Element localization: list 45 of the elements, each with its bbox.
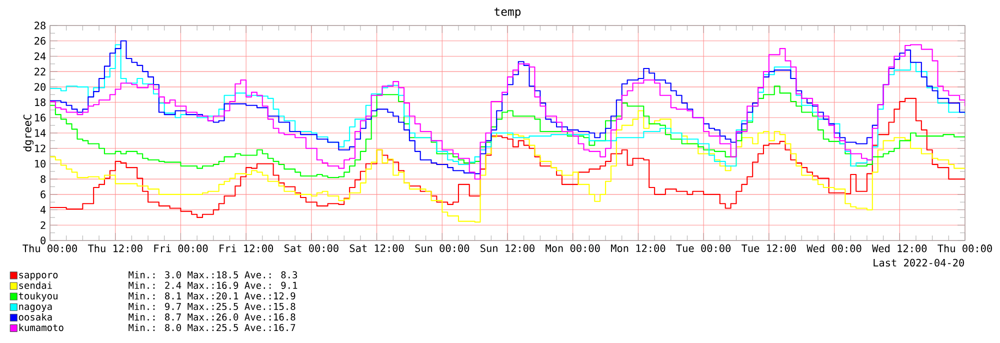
y-tick-label: 22 <box>34 68 46 76</box>
x-tick-label: Mon 00:00 <box>546 244 600 252</box>
legend-label: sapporo <box>19 272 58 280</box>
text: Min.: 2.4 Max.:16.9 Ave.: 9.1 <box>128 282 298 289</box>
x-tick-label: Wed 12:00 <box>872 244 927 252</box>
x-tick-label: Wed 00:00 <box>806 244 862 252</box>
y-tick-label: 10 <box>35 160 46 168</box>
y-tick-label: 14 <box>35 129 46 137</box>
x-tick-label: Thu 00:00 <box>938 244 992 252</box>
y-tick-label: 4 <box>40 206 46 214</box>
legend-label: nagoya <box>19 304 52 312</box>
y-tick-label: 24 <box>34 52 46 60</box>
y-tick-label: 26 <box>34 36 46 45</box>
y-tick-label: 6 <box>40 190 46 198</box>
legend-label: toukyou <box>18 292 58 302</box>
legend-label: oosaka <box>18 313 52 321</box>
y-tick-label: 12 <box>35 144 46 152</box>
x-tick-label: Sat 12:00 <box>350 244 404 252</box>
chart-title: temp <box>494 8 521 18</box>
text: Min.: 8.7 Max.:26.0 Ave.:16.8 <box>128 313 296 321</box>
x-tick-label: Fri 12:00 <box>220 244 274 252</box>
y-tick-label: 8 <box>40 175 46 183</box>
text: Last 2022-04-20 <box>874 258 964 267</box>
legend-label: kumamoto <box>19 324 64 332</box>
x-tick-label: Sun 00:00 <box>415 244 470 252</box>
x-tick-label: Tue 00:00 <box>676 244 731 252</box>
y-tick-label: 28 <box>34 22 46 30</box>
y-axis-title: dgreeC <box>23 114 34 152</box>
x-tick-label: Sat 00:00 <box>284 244 338 252</box>
y-tick-label: 16 <box>35 114 46 122</box>
x-tick-label: Thu 00:00 <box>22 244 77 252</box>
x-tick-label: Mon 12:00 <box>611 244 666 252</box>
x-tick-label: Thu 12:00 <box>88 244 142 252</box>
y-tick-label: 18 <box>35 98 46 106</box>
text: Min.: 3.0 Max.:18.5 Ave.: 8.3 <box>128 271 298 278</box>
text: Min.: 9.7 Max.:25.5 Ave.:15.8 <box>128 302 296 310</box>
y-tick-label: 20 <box>34 83 46 91</box>
text: Min.: 8.1 Max.:20.1 Ave.:12.9 <box>128 292 296 300</box>
x-tick-label: Tue 12:00 <box>742 244 796 252</box>
x-tick-label: Fri 00:00 <box>154 244 208 252</box>
y-tick-label: 0 <box>40 236 46 244</box>
legend-label: sendai <box>19 282 52 289</box>
y-tick-label: 2 <box>40 221 46 229</box>
text: Min.: 8.0 Max.:25.5 Ave.:16.7 <box>128 324 296 332</box>
x-tick-label: Sun 12:00 <box>480 244 534 252</box>
